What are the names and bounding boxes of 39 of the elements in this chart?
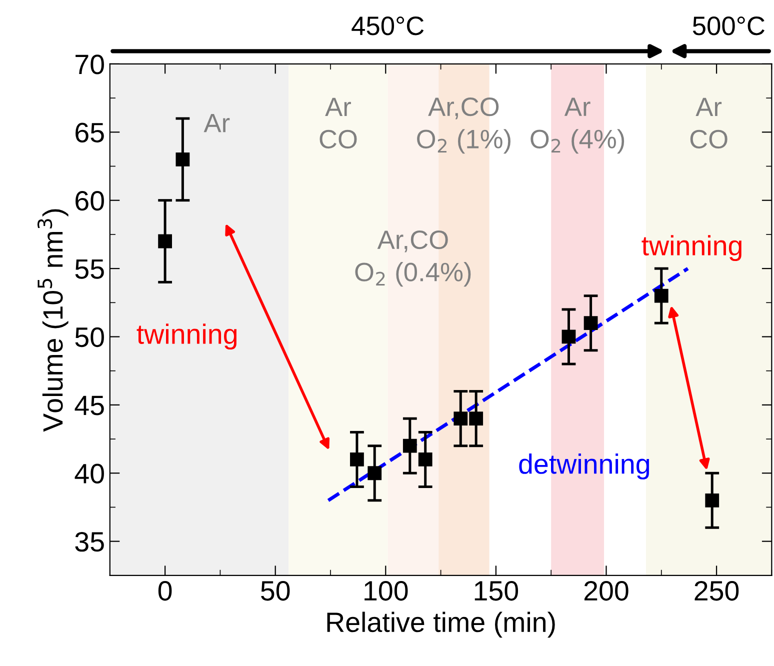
y-tick-label: 65 <box>76 122 104 142</box>
y-tick-label: 70 <box>76 54 104 74</box>
x-tick-label: 250 <box>694 581 739 601</box>
x-tick-label: 100 <box>364 581 408 601</box>
annotation: twinning <box>136 324 237 350</box>
point <box>562 330 576 344</box>
band-label: Ar O$_{2}$ (4%) <box>530 98 624 154</box>
point <box>654 288 668 303</box>
band-label: Ar CO <box>690 98 728 149</box>
point <box>454 412 468 426</box>
point <box>418 452 432 466</box>
annotation: detwinning <box>519 454 650 480</box>
point <box>402 438 417 453</box>
y-axis-title: Volume (10$^{5}$ nm$^{3}$) <box>37 209 68 432</box>
x-tick-label: 0 <box>158 581 172 601</box>
point <box>368 466 382 480</box>
band-label: Ar,CO O$_{2}$ (0.4%) <box>355 230 471 287</box>
point <box>469 412 484 426</box>
text: 500°C <box>692 16 764 36</box>
point <box>350 452 364 466</box>
x-tick-label: 150 <box>474 581 518 601</box>
band-label: Ar <box>204 114 230 132</box>
x-tick-label: 200 <box>584 581 628 601</box>
y-tick-label: 40 <box>74 464 104 484</box>
y-tick-label: 55 <box>75 259 104 279</box>
band-label: Ar,CO O$_{2}$ (1%) <box>417 97 510 154</box>
x-tick-label: 50 <box>261 581 290 601</box>
annotation: twinning <box>642 235 742 262</box>
band-label: Ar CO <box>320 98 357 149</box>
text: 450°C <box>352 16 424 36</box>
x-axis-title: Relative time (min) <box>327 612 555 638</box>
point <box>176 152 190 166</box>
y-tick-label: 35 <box>75 532 104 552</box>
y-tick-label: 50 <box>75 327 104 348</box>
point <box>705 493 720 508</box>
y-tick-label: 45 <box>74 396 104 416</box>
point <box>158 234 172 248</box>
point <box>584 316 598 330</box>
y-tick-label: 60 <box>76 191 104 211</box>
